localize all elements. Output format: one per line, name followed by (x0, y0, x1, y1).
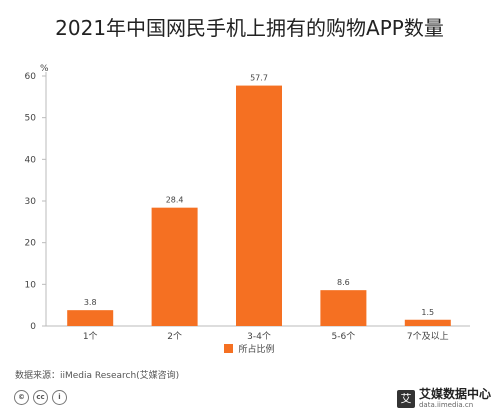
legend-swatch (224, 344, 234, 353)
creative-commons-icon: cc (33, 390, 48, 405)
footer-bar: © cc i 艾 艾媒数据中心 data.iimedia.cn (0, 384, 499, 414)
legend: 所占比例 (0, 342, 499, 355)
bar (236, 85, 282, 326)
brand: 艾 艾媒数据中心 data.iimedia.cn (396, 387, 491, 409)
source-note: 数据来源：iiMedia Research(艾媒咨询) (15, 371, 180, 381)
bar (404, 319, 451, 326)
chart-title: 2021年中国网民手机上拥有的购物APP数量 (55, 16, 444, 40)
license-icons: © cc i (14, 390, 67, 405)
copyright-icon: © (14, 390, 29, 405)
x-tick-label: 5-6个 (332, 331, 356, 342)
brand-site: data.iimedia.cn (418, 401, 474, 409)
data-label: 3.8 (84, 298, 97, 307)
x-tick-label: 7个及以上 (407, 331, 449, 342)
y-tick-label: 30 (25, 197, 37, 207)
bar (320, 290, 367, 326)
y-tick-label: 10 (25, 280, 37, 290)
brand-name: 艾媒数据中心 (418, 387, 491, 401)
y-tick-label: 60 (25, 72, 37, 82)
x-tick-label: 3-4个 (247, 331, 271, 342)
data-label: 1.5 (421, 308, 434, 317)
y-unit-label: % (40, 64, 49, 74)
brand-logo-icon: 艾 (396, 389, 415, 408)
x-tick-label: 1个 (83, 331, 98, 342)
bar-chart: % 0 10 20 30 40 50 60 3.8 1个 28.4 2个 57.7 3-4个 8.6 5-6个… (25, 64, 470, 342)
attribution-icon: i (52, 390, 67, 405)
legend-label: 所占比例 (238, 345, 275, 355)
data-label: 57.7 (250, 74, 268, 83)
y-tick-label: 50 (25, 114, 37, 124)
data-label: 8.6 (337, 278, 350, 287)
bar (151, 207, 198, 326)
y-tick-label: 40 (25, 155, 37, 165)
x-tick-label: 2个 (167, 331, 182, 342)
y-tick-label: 0 (30, 322, 36, 332)
bar (67, 310, 114, 326)
y-tick-label: 20 (25, 239, 37, 249)
data-label: 28.4 (166, 196, 184, 205)
